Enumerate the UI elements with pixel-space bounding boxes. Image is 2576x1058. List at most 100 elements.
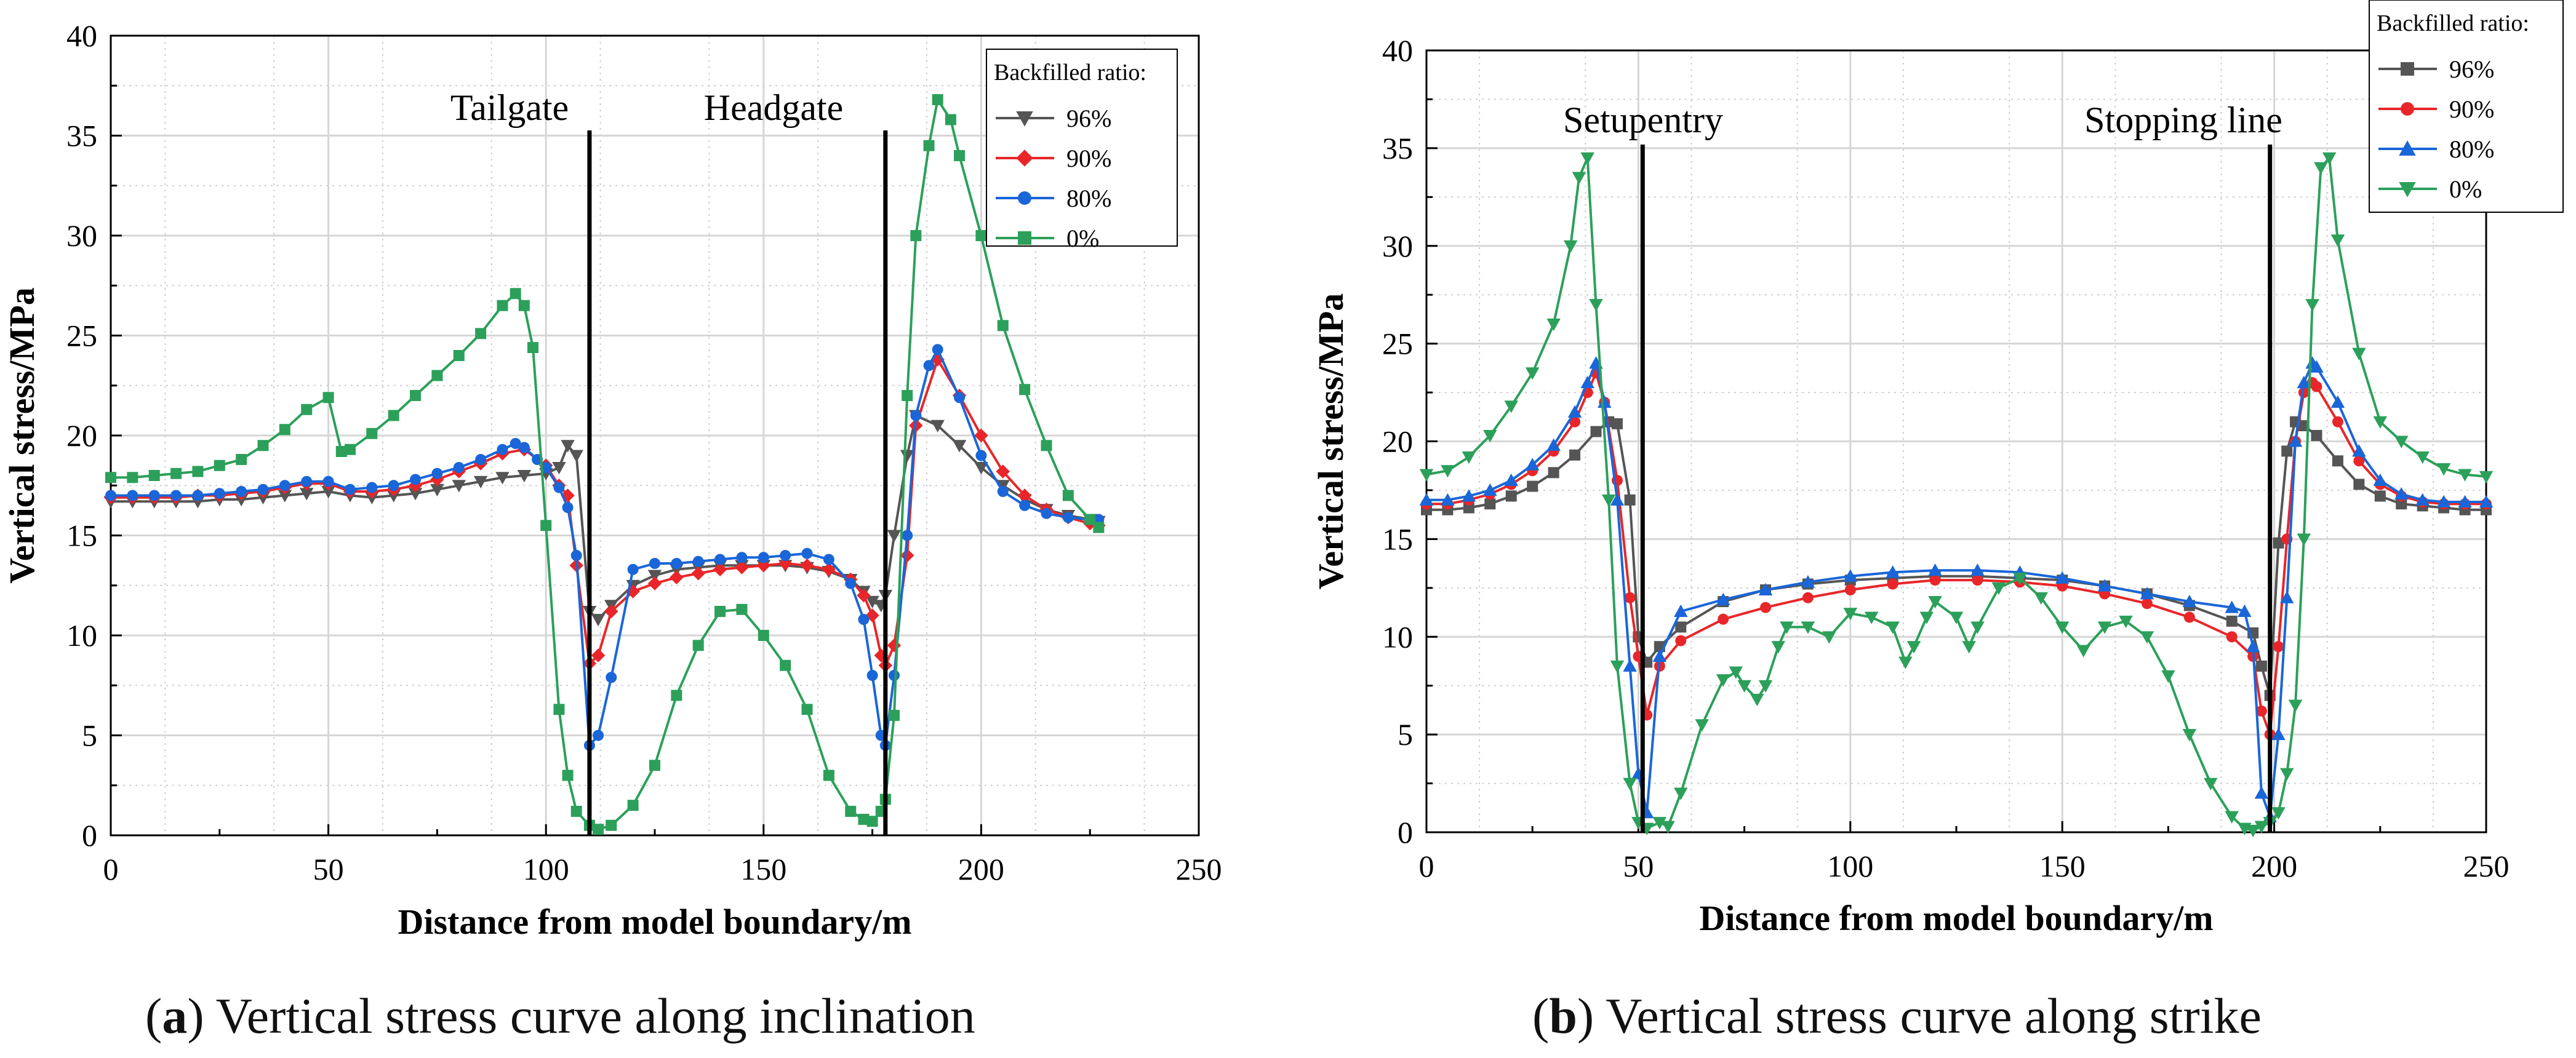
data-point [279, 480, 290, 491]
data-point [1572, 172, 1586, 185]
data-point [1972, 575, 1983, 586]
data-point [887, 638, 902, 653]
data-point [452, 480, 466, 493]
data-point [2373, 473, 2388, 487]
data-point [945, 114, 956, 125]
x-tick-label: 150 [2039, 849, 2086, 883]
data-point [756, 559, 771, 573]
data-point [1718, 613, 1729, 625]
data-point [2330, 234, 2345, 247]
chart-a: 0 50 100 150 200 250 0 5 10 15 20 25 30 35 40 Distance … [2, 18, 1222, 942]
data-point [801, 704, 813, 715]
data-point [649, 760, 660, 771]
data-point [1483, 429, 1497, 443]
data-point [1886, 565, 1900, 578]
data-point [1674, 604, 1688, 617]
data-point [2161, 670, 2175, 683]
x-tick-label: 0 [1419, 849, 1434, 883]
annotation-label: Stopping line [2084, 100, 2282, 140]
data-point [1624, 494, 1636, 506]
data-point [865, 595, 879, 608]
legend-label: 80% [1066, 185, 1111, 212]
data-point [649, 558, 660, 569]
data-point [2305, 299, 2319, 312]
data-point [974, 462, 988, 475]
data-point [2479, 471, 2494, 483]
legend-label: 0% [2449, 175, 2482, 203]
annotation-label: Setupentry [1563, 100, 1723, 140]
data-point [2013, 572, 2027, 586]
data-point [2238, 604, 2252, 617]
data-point [1929, 575, 1941, 586]
data-point [1463, 502, 1474, 514]
data-point [236, 486, 247, 497]
data-point [1062, 490, 1074, 501]
data-point [2394, 487, 2409, 500]
y-axis-label: Vertical stress/MPa [2, 287, 42, 584]
y-tick-label: 20 [1382, 424, 1413, 459]
data-point [562, 502, 574, 513]
data-point [148, 470, 160, 481]
data-point [1750, 693, 1764, 707]
data-point [758, 630, 769, 641]
data-point [1758, 680, 1773, 693]
legend-swatch-marker [1018, 191, 1031, 205]
data-point [845, 806, 857, 817]
data-point [1652, 649, 1667, 662]
y-tick-label: 10 [66, 618, 97, 653]
data-point [778, 556, 793, 571]
data-point [975, 230, 987, 241]
data-point [606, 672, 617, 683]
data-point [1041, 507, 1052, 519]
data-point [453, 462, 465, 473]
legend-swatch-marker [2401, 102, 2414, 116]
data-point [691, 567, 705, 581]
data-point [430, 483, 444, 496]
data-point [1084, 514, 1096, 525]
data-point [923, 360, 935, 372]
annotation-label: Headgate [704, 87, 844, 128]
data-point [553, 704, 565, 715]
data-point [2097, 579, 2112, 592]
data-point [540, 462, 552, 473]
legend-label: 96% [1066, 105, 1111, 132]
data-point [1580, 375, 1594, 389]
data-point [932, 344, 943, 356]
data-point [2140, 587, 2154, 600]
data-point [1546, 318, 1561, 332]
data-point [1970, 621, 1985, 634]
data-point [2458, 495, 2472, 508]
data-point [1906, 641, 1921, 654]
data-point [301, 404, 313, 415]
x-axis-label: Distance from model boundary/m [398, 902, 911, 942]
series-80pct [1419, 356, 2494, 822]
data-point [410, 474, 422, 485]
data-point [1962, 641, 1976, 654]
data-point [2458, 469, 2472, 482]
legend-box [986, 49, 1178, 247]
data-point [593, 824, 604, 835]
y-tick-label: 15 [1382, 522, 1413, 556]
data-point [475, 454, 487, 465]
legend-swatch-marker [2399, 140, 2416, 156]
data-point [671, 558, 682, 569]
y-tick-label: 20 [66, 418, 97, 453]
data-point [997, 486, 1009, 497]
data-point [1928, 596, 1942, 609]
data-point [692, 640, 704, 651]
data-point [1567, 405, 1582, 418]
caption-a-text: Vertical stress curve along inclination [204, 988, 975, 1044]
data-point [735, 560, 749, 575]
legend-swatch-marker [1018, 231, 1031, 245]
data-point [1462, 489, 1476, 502]
data-point [2394, 436, 2409, 448]
data-point [2254, 786, 2269, 799]
data-point [1525, 367, 1540, 380]
data-point [780, 659, 791, 671]
data-point [1563, 240, 1578, 253]
legend-swatch-marker [2399, 182, 2416, 197]
y-tick-label: 30 [1382, 229, 1413, 263]
data-point [1780, 621, 1794, 634]
series-line [1426, 362, 2486, 818]
data-point [2352, 444, 2366, 457]
